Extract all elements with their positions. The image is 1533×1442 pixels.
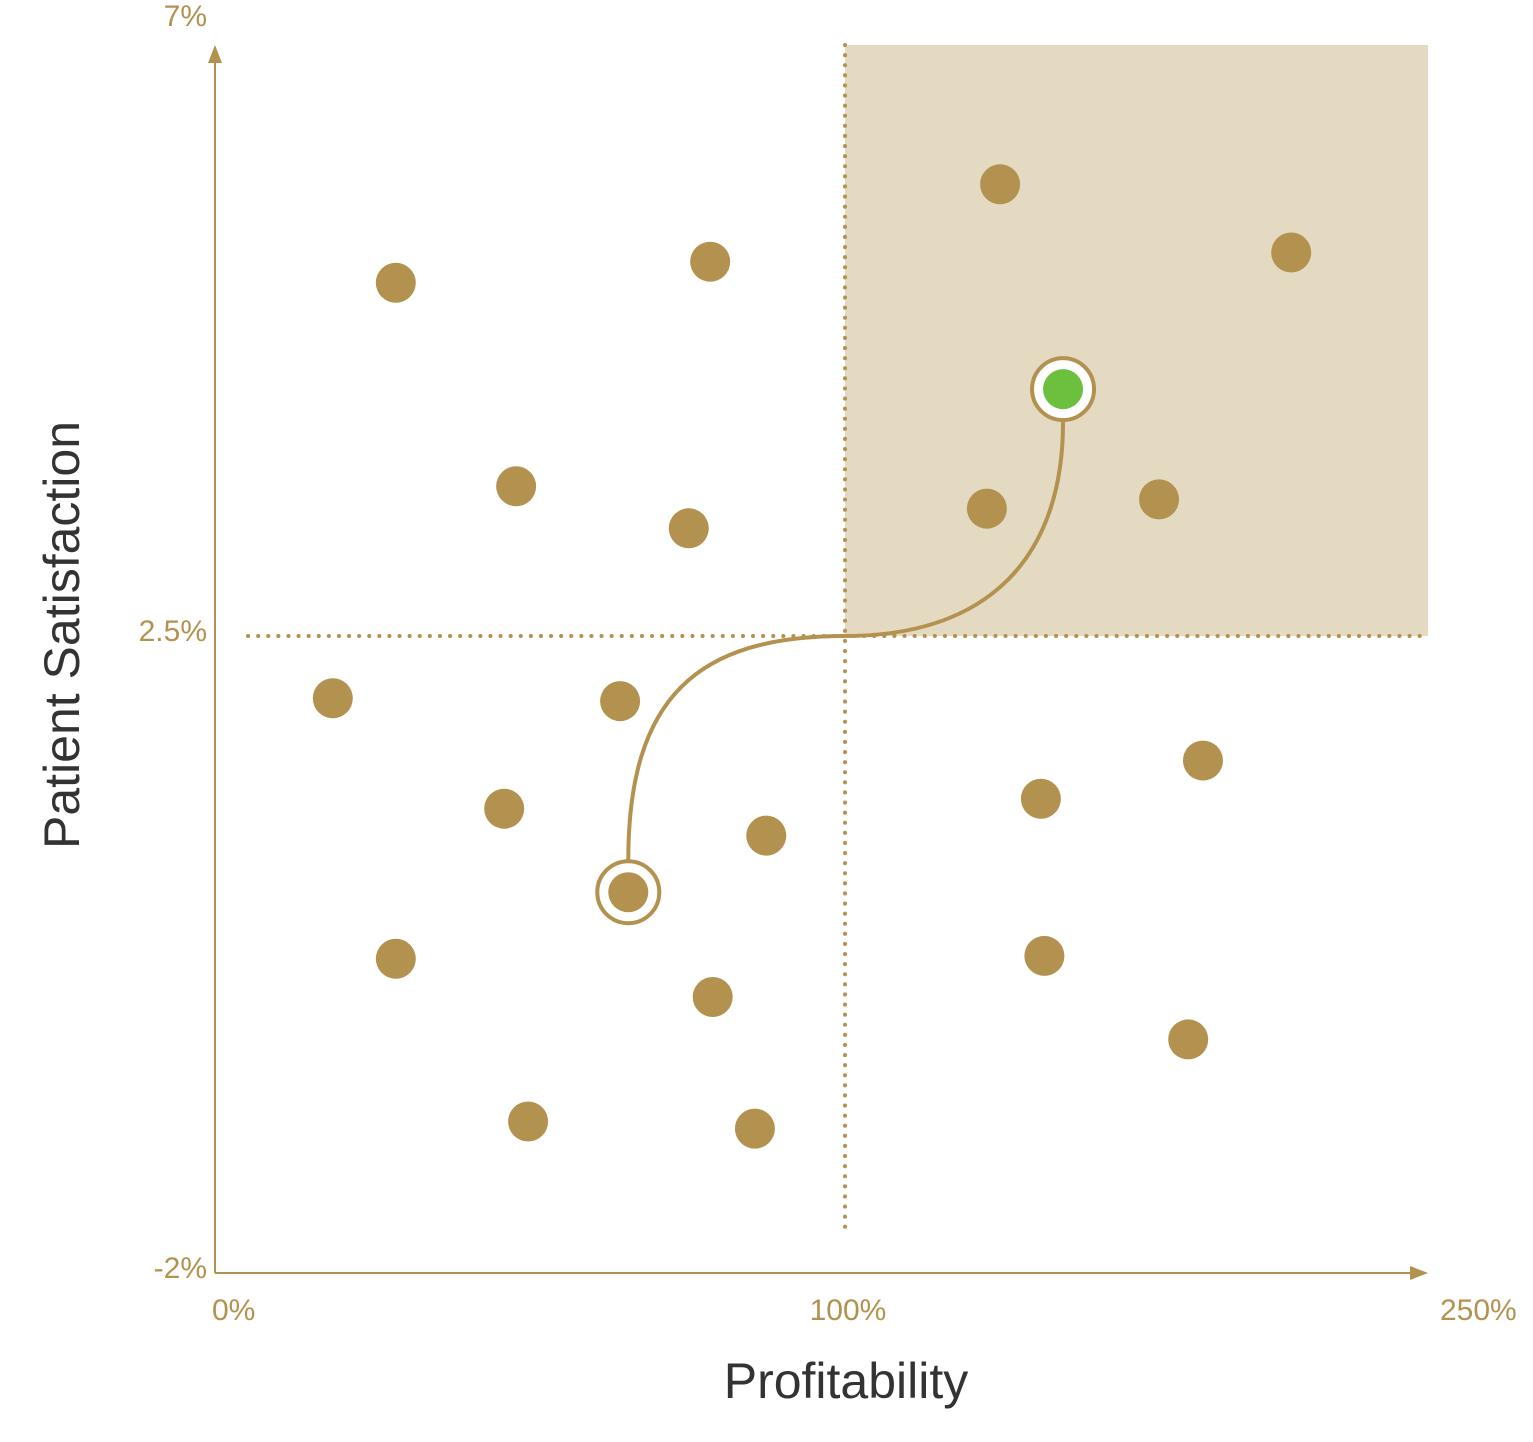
point (1139, 479, 1180, 520)
y-axis-title: Patient Satisfaction (34, 421, 90, 849)
connector-curve (626, 422, 1066, 861)
x-axis-title: Profitability (724, 1353, 969, 1409)
point (746, 815, 787, 856)
point (600, 681, 641, 722)
y-tick-label: 7% (164, 0, 207, 33)
point (375, 262, 416, 303)
x-tick-label: 0% (212, 1294, 255, 1327)
x-axis-arrow (1410, 1266, 1428, 1280)
point (668, 508, 709, 549)
point (1271, 232, 1312, 273)
point (508, 1101, 549, 1142)
point (1024, 935, 1065, 976)
point (692, 976, 733, 1017)
point (375, 938, 416, 979)
y-axis-arrow (208, 45, 222, 63)
x-tick-label: 100% (810, 1294, 887, 1327)
point (966, 488, 1007, 529)
point (1043, 369, 1084, 410)
highlight-region (845, 45, 1428, 636)
point (484, 788, 525, 829)
point (980, 164, 1021, 205)
point (608, 872, 649, 913)
point (734, 1108, 775, 1149)
point (1168, 1019, 1209, 1060)
y-tick-label: -2% (154, 1252, 207, 1285)
point (496, 466, 537, 507)
y-tick-label: 2.5% (139, 615, 207, 648)
point (312, 678, 353, 719)
point (1020, 778, 1061, 819)
x-tick-label: 250% (1440, 1294, 1517, 1327)
point (690, 241, 731, 282)
point (1182, 740, 1223, 781)
